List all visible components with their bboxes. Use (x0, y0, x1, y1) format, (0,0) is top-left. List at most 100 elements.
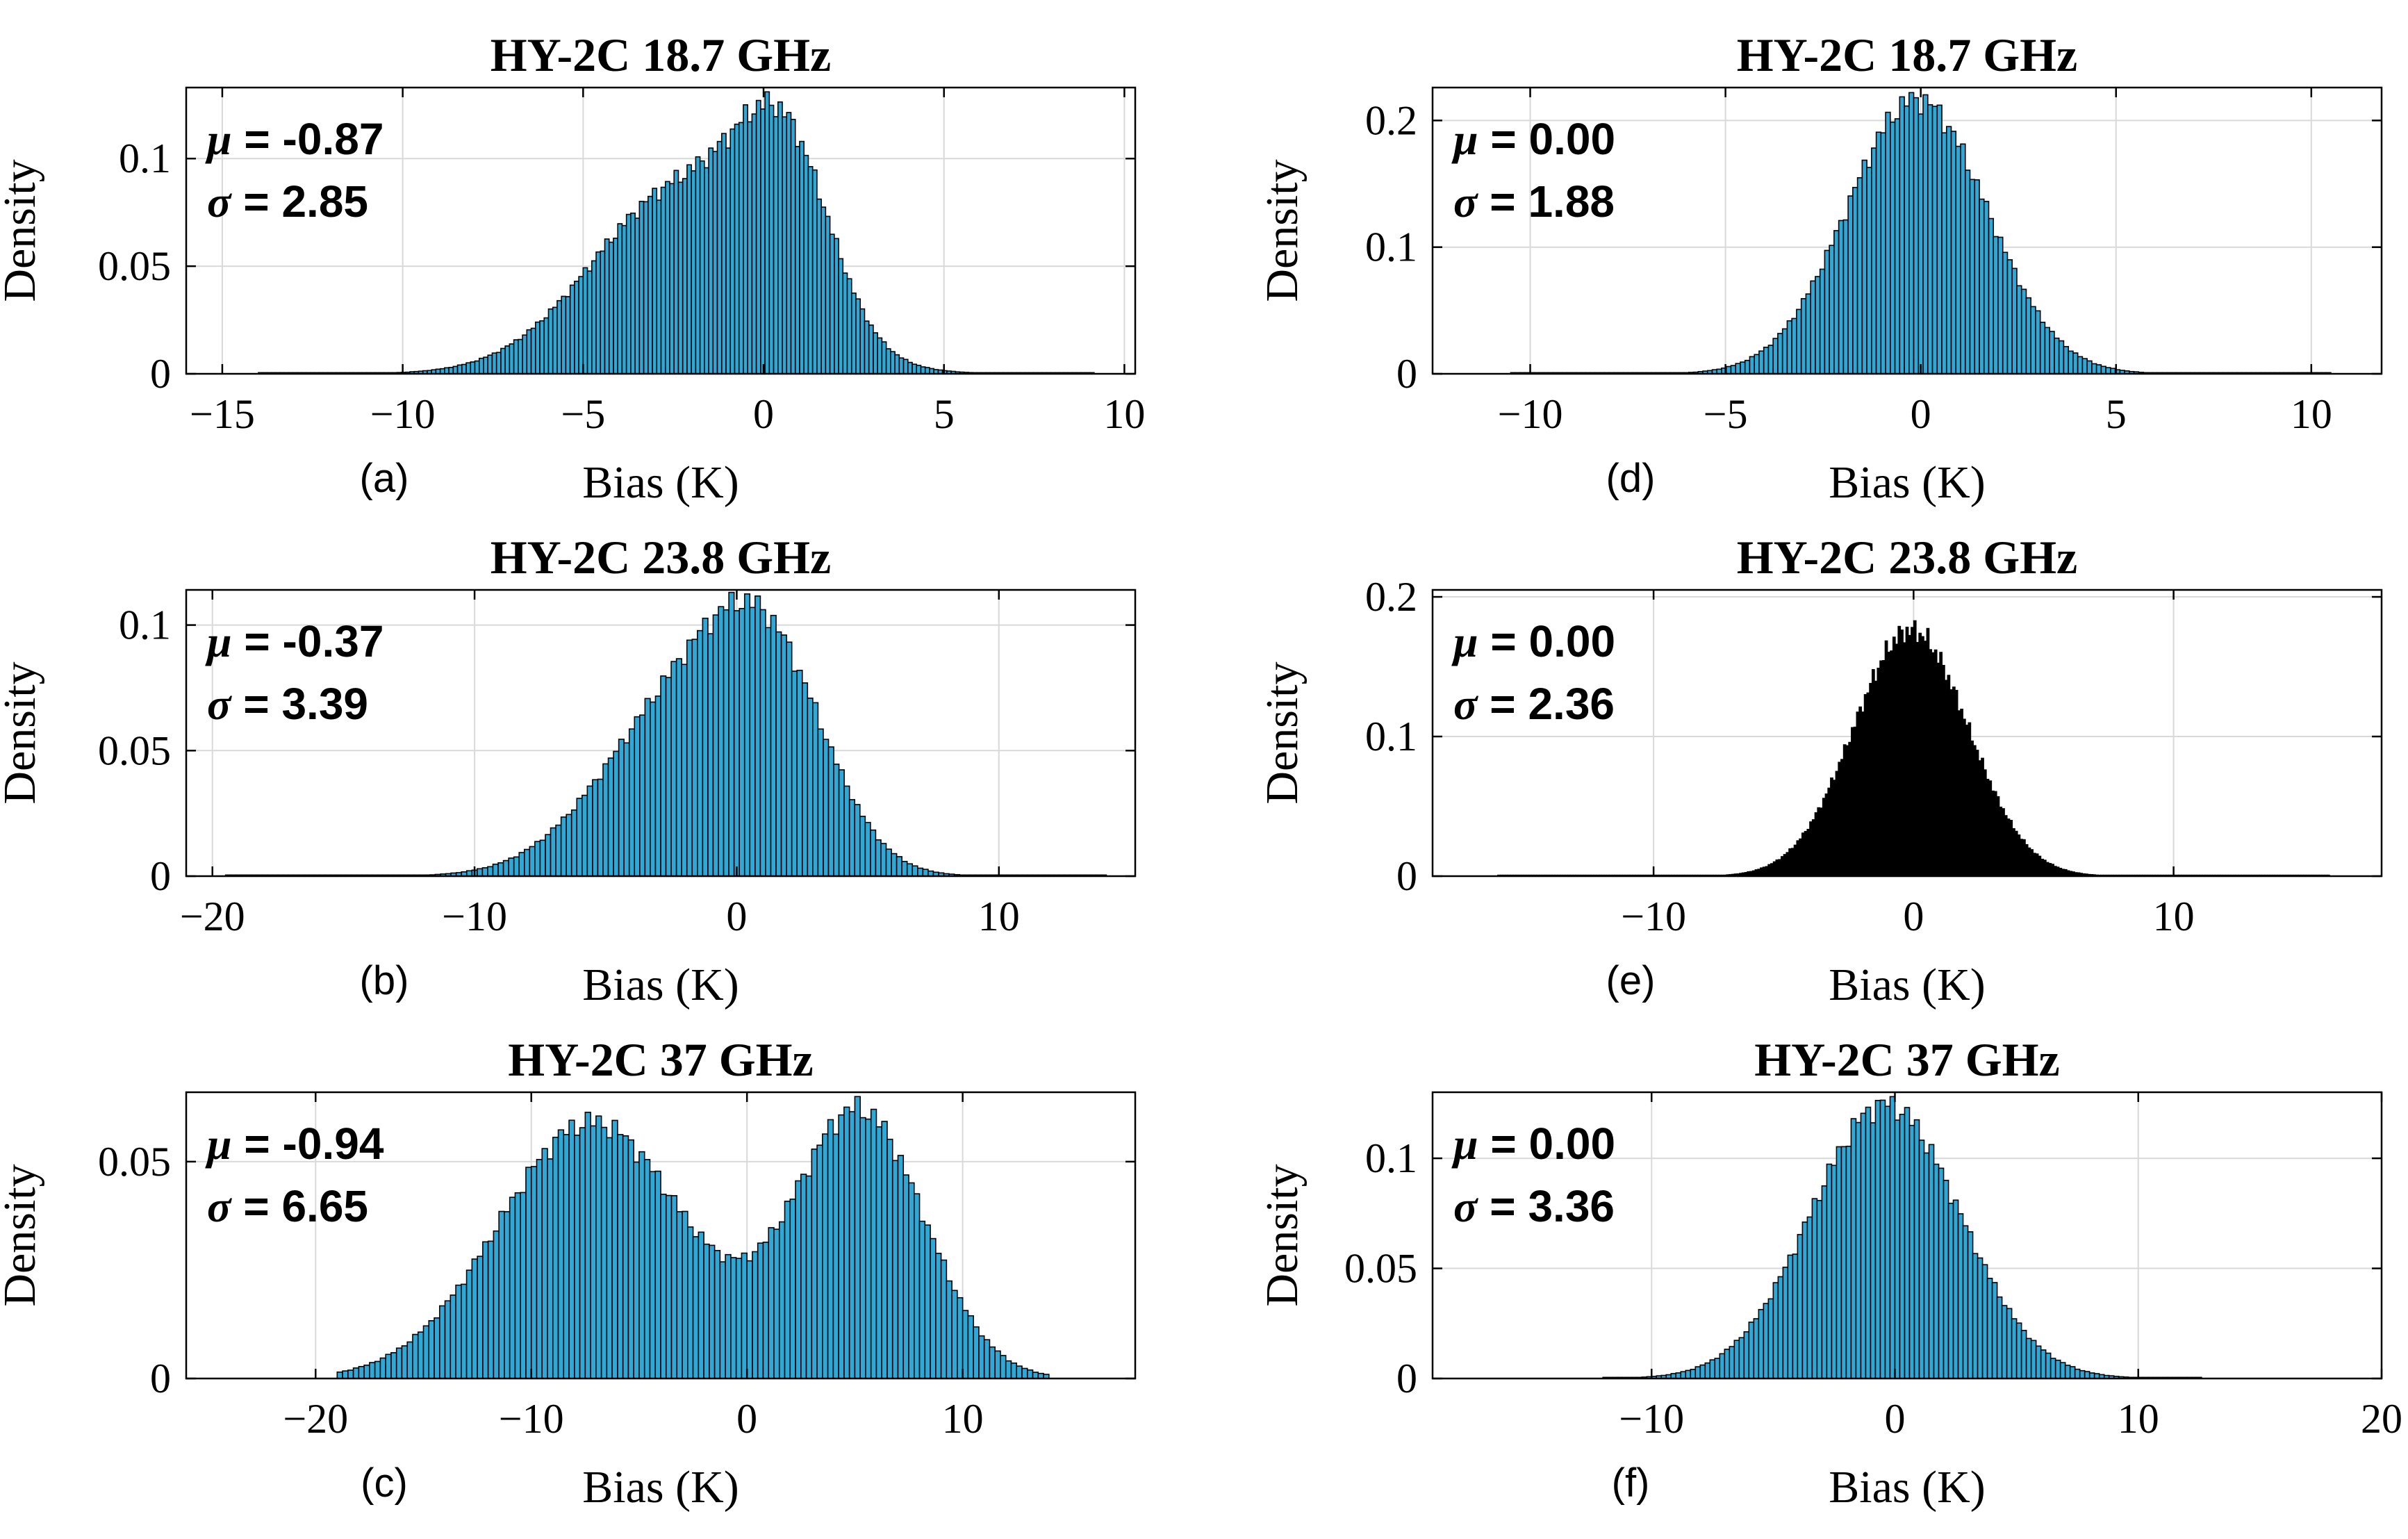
histogram-bar (1754, 869, 1758, 877)
histogram-bar (1988, 217, 1995, 375)
panel-label: (b) (360, 958, 409, 1003)
histogram-bar (712, 151, 718, 375)
histogram-bar (1981, 1264, 1988, 1379)
histogram-bar (379, 1357, 386, 1379)
x-axis-label: Bias (K) (582, 1462, 739, 1513)
histogram-bar (2044, 327, 2050, 375)
y-axis-label: Density (1257, 159, 1308, 302)
histogram-bar (1829, 245, 1835, 375)
histogram-bar (686, 164, 692, 375)
y-tick-label: 0 (150, 351, 171, 397)
histogram-bar (896, 856, 902, 877)
x-tick-label: 0 (736, 1396, 757, 1442)
chart-title: HY-2C 18.7 GHz (1737, 28, 2077, 81)
histogram-bar (807, 698, 814, 877)
histogram-bar (743, 593, 751, 877)
histogram-bar (465, 1269, 473, 1379)
histogram-bar (1927, 104, 1933, 375)
histogram-bar (1790, 848, 1795, 877)
histogram-bar (570, 809, 578, 877)
histogram-bar (1735, 363, 1741, 375)
histogram-bar (920, 366, 926, 375)
x-tick-label: 10 (1103, 391, 1145, 437)
histogram-bar (729, 128, 736, 375)
histogram-bar (712, 614, 719, 877)
histogram-bar (1993, 236, 1999, 375)
histogram-bar (1908, 1124, 1915, 1379)
histogram-bar (2061, 869, 2065, 877)
chart-title: HY-2C 23.8 GHz (1737, 531, 2077, 584)
histogram-bar (1757, 869, 1761, 877)
histogram-bar (670, 661, 677, 877)
histogram-bar (912, 865, 918, 877)
histogram-bar (842, 272, 848, 375)
histogram-bar (682, 1210, 688, 1379)
histogram-bar (733, 610, 741, 877)
histogram-bar (1685, 1369, 1692, 1379)
histogram-bar (495, 352, 502, 375)
histogram-bar (1996, 1296, 2003, 1379)
histogram-bar (697, 629, 704, 877)
mu-value: = 0.00 (1490, 114, 1615, 164)
histogram-bar (565, 296, 571, 375)
sigma-annotation: σ = 1.88 (1453, 176, 1615, 227)
histogram-bar (799, 140, 805, 375)
histogram-bar (978, 1335, 985, 1379)
histogram-bar (461, 1283, 468, 1379)
y-tick-label: 0.05 (1344, 1246, 1417, 1292)
x-tick-label: 5 (2106, 391, 2127, 437)
x-tick-label: −5 (1704, 391, 1748, 437)
histogram-bar (448, 367, 454, 375)
histogram-bar (1923, 641, 1927, 877)
histogram-bar (604, 238, 610, 375)
mu-value: = -0.87 (244, 114, 384, 164)
histogram-bar (864, 320, 870, 375)
histogram-bar (1824, 793, 1829, 877)
y-tick-label: 0 (150, 853, 171, 899)
histogram-bar (643, 1159, 651, 1379)
histogram-bar (1753, 1318, 1760, 1379)
histogram-bar (518, 852, 525, 877)
histogram-bar (1954, 689, 1958, 877)
histogram-bar (1918, 632, 1922, 877)
histogram-bar (1890, 121, 1896, 375)
histogram-bar (607, 757, 614, 877)
histogram-bar (2056, 866, 2060, 877)
histogram-bar (1809, 821, 1813, 877)
histogram-bar (618, 739, 625, 877)
histogram-bar (691, 639, 698, 877)
histogram-bar (1010, 1363, 1018, 1379)
histogram-bar (827, 1119, 834, 1379)
histogram-bar (805, 1175, 813, 1379)
histogram-bar (1899, 1113, 1906, 1379)
histogram-bar (825, 215, 831, 375)
histogram-bar (843, 1106, 850, 1379)
histogram-bar (2002, 808, 2005, 877)
histogram-bar (1926, 627, 1930, 877)
mu-symbol: μ (1451, 115, 1478, 164)
histogram-bar (481, 867, 488, 877)
histogram-bar (790, 119, 796, 375)
histogram-bar (1881, 660, 1886, 877)
histogram-bar (1770, 863, 1774, 877)
histogram-bar (574, 280, 579, 375)
histogram-bar (2063, 869, 2068, 877)
x-tick-label: −10 (1621, 894, 1686, 939)
histogram-bar (1913, 1119, 1920, 1379)
histogram-bar (898, 357, 905, 375)
histogram-bar (452, 365, 459, 375)
histogram-bar (1817, 807, 1821, 877)
histogram-bar (1866, 692, 1870, 877)
histogram-bar (2059, 868, 2063, 877)
histogram-bar (1856, 177, 1863, 375)
histogram-bar (885, 848, 892, 877)
mu-annotation: μ = -0.37 (205, 616, 384, 666)
histogram-bar (973, 1326, 980, 1379)
histogram-bar (550, 827, 556, 877)
chart-panel-a: −15 −10 −5 0 5 10 0 0.05 0.1 HY-2C 18.7 GHz Densit… (0, 28, 1145, 508)
histogram-bar (746, 1260, 753, 1379)
histogram-bar (922, 869, 929, 877)
histogram-bar (500, 347, 506, 375)
x-tick-label: 10 (2118, 1396, 2159, 1442)
y-tick-label: 0 (1396, 1356, 1417, 1401)
